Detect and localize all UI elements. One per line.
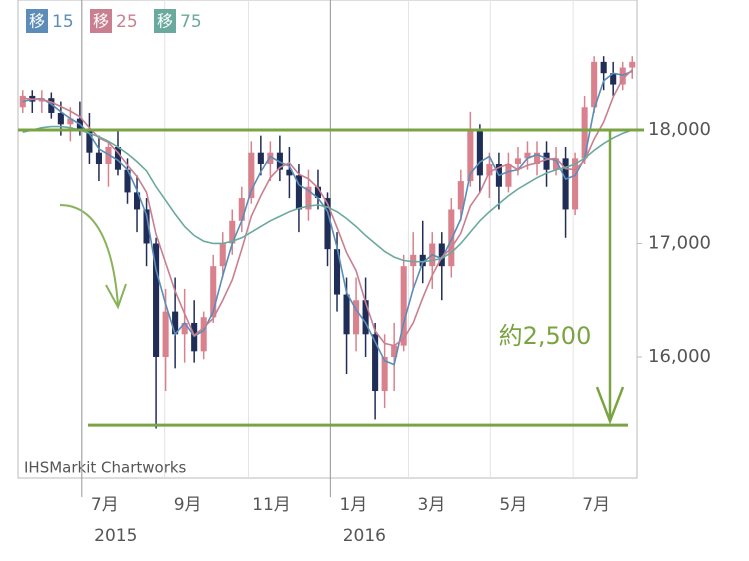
candle-body <box>591 61 598 108</box>
legend-label: 15 <box>52 12 74 32</box>
candle-body <box>476 129 483 176</box>
candle-body <box>162 311 169 357</box>
candle-body <box>86 129 93 153</box>
candle-body <box>524 152 531 159</box>
legend-badge-bg <box>154 9 176 33</box>
candle-body <box>200 317 207 352</box>
candle-body <box>514 158 522 165</box>
candle-body <box>314 186 322 199</box>
candle-body <box>581 107 588 159</box>
candle-body <box>114 146 122 170</box>
candle-body <box>533 152 541 165</box>
candle-body <box>181 322 188 335</box>
candle-body <box>219 243 226 267</box>
candle-body <box>229 220 236 244</box>
candle-body <box>67 118 74 125</box>
candle-body <box>410 254 417 267</box>
candle-body <box>248 152 255 199</box>
candle-body <box>143 209 150 244</box>
candle-body <box>467 129 474 182</box>
candle-body <box>210 266 217 318</box>
trend-arrow-head <box>105 283 127 310</box>
watermark: IHSMarkit Chartworks <box>24 459 187 477</box>
legend-badge: 移 <box>93 12 109 31</box>
candle-body <box>343 294 350 335</box>
candle-body <box>457 181 464 210</box>
ma-line <box>22 70 633 366</box>
x-tick-label: 5月 <box>499 495 527 515</box>
candle-body <box>124 169 131 193</box>
candle-body <box>295 175 302 210</box>
candle-body <box>619 67 626 85</box>
candle-body <box>629 61 636 68</box>
candle-body <box>600 61 607 74</box>
legend-label: 25 <box>116 12 138 32</box>
legend-badge: 移 <box>157 12 173 31</box>
candle-body <box>543 152 550 170</box>
candle-body <box>505 164 512 187</box>
y-tick-label: 16,000 <box>648 346 711 367</box>
candle-body <box>48 98 55 113</box>
x-tick-label: 7月 <box>582 495 610 515</box>
candle-body <box>448 209 455 267</box>
x-tick-label: 11月 <box>252 495 291 515</box>
candle-body <box>438 243 445 267</box>
y-tick-label: 17,000 <box>648 232 711 253</box>
candle-body <box>486 164 493 176</box>
x-year-label: 2015 <box>94 526 137 546</box>
x-tick-label: 3月 <box>418 495 446 515</box>
x-tick-label: 9月 <box>174 495 202 515</box>
x-tick-label: 7月 <box>91 495 119 515</box>
ma-line <box>22 125 633 263</box>
legend-badge-bg <box>26 9 48 33</box>
candle-body <box>172 311 179 335</box>
candle-body <box>238 198 245 221</box>
x-tick-label: 1月 <box>339 495 367 515</box>
candle-body <box>333 249 341 295</box>
candle-body <box>419 254 426 267</box>
candle-body <box>562 158 569 210</box>
annotation: 約2,500 <box>499 322 592 350</box>
candle-body <box>286 169 293 176</box>
candle-body <box>133 192 141 210</box>
legend-label: 75 <box>180 12 202 32</box>
candle-body <box>324 198 331 250</box>
legend-badge-bg <box>90 9 112 33</box>
candle-body <box>400 266 407 346</box>
y-tick-label: 18,000 <box>648 119 711 140</box>
candle-body <box>267 152 274 165</box>
candle-body <box>353 300 360 335</box>
candle-body <box>95 152 102 165</box>
candle-body <box>57 112 64 125</box>
candle-body <box>257 152 264 165</box>
candle-body <box>305 186 312 210</box>
ma-line <box>22 69 633 347</box>
candle-body <box>381 356 388 392</box>
candle-body <box>553 158 560 170</box>
candle-body <box>362 300 369 335</box>
candle-body <box>153 243 160 357</box>
candle-body <box>391 345 398 357</box>
x-year-label: 2016 <box>343 526 386 546</box>
trend-arrow <box>59 204 119 306</box>
candle-body <box>572 158 579 210</box>
legend-badge: 移 <box>29 12 45 31</box>
candle-body <box>610 73 617 85</box>
range-arrow-head <box>595 386 625 425</box>
candle-body <box>372 334 379 392</box>
